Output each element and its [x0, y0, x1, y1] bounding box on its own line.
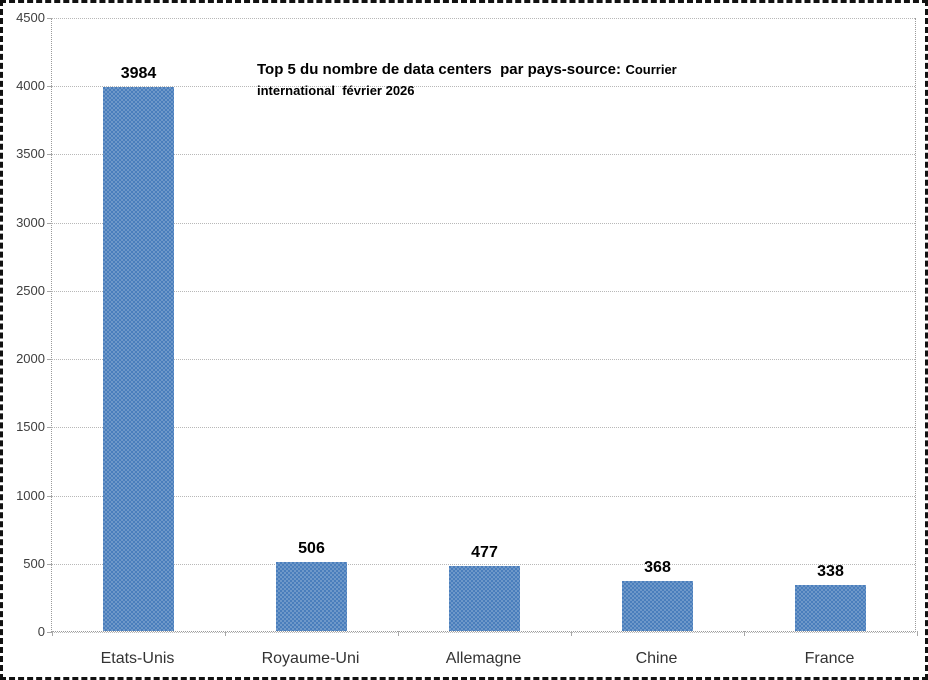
bar-value-label: 3984	[120, 65, 157, 82]
x-axis-category-label: Royaume-Uni	[261, 650, 360, 667]
y-axis-tick	[47, 86, 52, 87]
bar-value-label: 338	[817, 563, 844, 580]
bar	[795, 585, 866, 631]
gridline	[52, 359, 915, 360]
chart-title: Top 5 du nombre de data centers par pays…	[257, 59, 737, 101]
x-axis-tick	[571, 631, 572, 636]
y-axis-tick-label: 4500	[16, 10, 45, 25]
gridline	[52, 154, 915, 155]
chart-title-source-line1: Courrier	[625, 62, 677, 77]
gridline	[52, 632, 915, 633]
gridline	[52, 564, 915, 565]
plot-area: 3984 506 477 368 338	[47, 18, 918, 636]
x-axis-tick	[744, 631, 745, 636]
x-axis-tick	[225, 631, 226, 636]
gridline	[52, 496, 915, 497]
y-axis-tick	[47, 427, 52, 428]
y-axis-tick-label: 2500	[16, 283, 45, 298]
bar	[276, 562, 347, 631]
y-axis-tick-label: 2000	[16, 351, 45, 366]
x-axis-category-label: Etats-Unis	[100, 650, 175, 667]
y-axis-tick-label: 3500	[16, 146, 45, 161]
gridline	[52, 223, 915, 224]
x-axis-category-label: Allemagne	[445, 650, 522, 667]
gridline	[52, 18, 915, 19]
y-axis-tick	[47, 223, 52, 224]
bar	[103, 87, 174, 631]
y-axis-tick	[47, 291, 52, 292]
y-axis-tick	[47, 496, 52, 497]
x-axis-tick	[917, 631, 918, 636]
x-axis-category-label: Chine	[635, 650, 678, 667]
bar-value-label: 477	[471, 544, 498, 561]
y-axis-tick	[47, 359, 52, 360]
gridline	[52, 291, 915, 292]
y-axis-tick-label: 3000	[16, 215, 45, 230]
x-axis-tick	[398, 631, 399, 636]
x-axis-category-label: France	[804, 650, 855, 667]
bar	[622, 581, 693, 631]
y-axis-tick-label: 0	[37, 624, 45, 639]
y-axis-tick-label: 1000	[16, 488, 45, 503]
y-axis-tick	[47, 154, 52, 155]
y-axis-tick-label: 500	[23, 556, 45, 571]
y-axis-tick	[47, 18, 52, 19]
y-axis-tick	[47, 632, 52, 633]
y-axis-tick-label: 4000	[16, 78, 45, 93]
chart-title-main: Top 5 du nombre de data centers par pays…	[257, 61, 621, 78]
y-axis-tick	[47, 564, 52, 565]
bar	[449, 566, 520, 631]
y-axis-tick-label: 1500	[16, 419, 45, 434]
bar-value-label: 506	[298, 540, 325, 557]
chart-title-source-line2: international février 2026	[257, 83, 415, 98]
x-axis-tick	[52, 631, 53, 636]
gridline	[52, 86, 915, 87]
gridline	[52, 427, 915, 428]
bar-value-label: 368	[644, 559, 671, 576]
